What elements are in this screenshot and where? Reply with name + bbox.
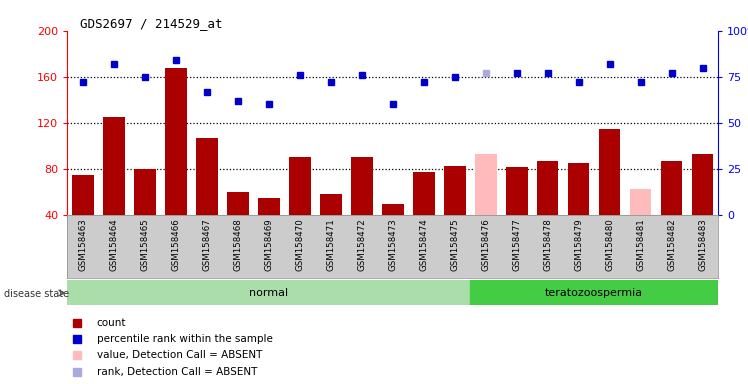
Text: GSM158466: GSM158466 bbox=[171, 218, 180, 271]
Text: GSM158479: GSM158479 bbox=[574, 218, 583, 271]
Bar bbox=[134, 169, 156, 215]
Text: GSM158468: GSM158468 bbox=[233, 218, 242, 271]
Bar bbox=[598, 129, 620, 215]
Text: GSM158472: GSM158472 bbox=[358, 218, 367, 271]
Text: disease state: disease state bbox=[4, 289, 69, 299]
Bar bbox=[692, 154, 714, 215]
Text: GSM158476: GSM158476 bbox=[481, 218, 490, 271]
Bar bbox=[320, 194, 342, 215]
Text: GSM158475: GSM158475 bbox=[450, 218, 459, 271]
Bar bbox=[630, 189, 652, 215]
Text: GSM158470: GSM158470 bbox=[295, 218, 304, 271]
Bar bbox=[413, 172, 435, 215]
Text: GSM158471: GSM158471 bbox=[326, 218, 335, 271]
Text: GSM158478: GSM158478 bbox=[543, 218, 552, 271]
Bar bbox=[475, 154, 497, 215]
Text: GSM158469: GSM158469 bbox=[264, 218, 273, 271]
Bar bbox=[568, 163, 589, 215]
Bar bbox=[258, 198, 280, 215]
Text: GSM158463: GSM158463 bbox=[79, 218, 88, 271]
Text: teratozoospermia: teratozoospermia bbox=[545, 288, 643, 298]
Bar bbox=[289, 157, 310, 215]
Bar bbox=[227, 192, 248, 215]
Text: rank, Detection Call = ABSENT: rank, Detection Call = ABSENT bbox=[96, 366, 257, 377]
Text: GSM158474: GSM158474 bbox=[419, 218, 428, 271]
Text: value, Detection Call = ABSENT: value, Detection Call = ABSENT bbox=[96, 350, 262, 360]
Bar bbox=[537, 161, 559, 215]
Bar bbox=[103, 117, 125, 215]
Bar bbox=[72, 175, 94, 215]
Text: GSM158464: GSM158464 bbox=[109, 218, 118, 271]
Text: GSM158482: GSM158482 bbox=[667, 218, 676, 271]
Text: GSM158477: GSM158477 bbox=[512, 218, 521, 271]
Text: GSM158467: GSM158467 bbox=[202, 218, 211, 271]
Bar bbox=[470, 280, 734, 305]
Bar bbox=[67, 280, 470, 305]
Bar bbox=[165, 68, 186, 215]
Bar bbox=[506, 167, 527, 215]
Text: GSM158473: GSM158473 bbox=[388, 218, 397, 271]
Bar bbox=[196, 138, 218, 215]
Text: percentile rank within the sample: percentile rank within the sample bbox=[96, 334, 272, 344]
Text: GSM158465: GSM158465 bbox=[141, 218, 150, 271]
Bar bbox=[444, 166, 465, 215]
Text: count: count bbox=[96, 318, 126, 328]
Text: normal: normal bbox=[249, 288, 288, 298]
Text: GSM158481: GSM158481 bbox=[636, 218, 645, 271]
Bar bbox=[660, 161, 682, 215]
Text: GDS2697 / 214529_at: GDS2697 / 214529_at bbox=[80, 17, 223, 30]
Bar bbox=[381, 204, 403, 215]
Text: GSM158480: GSM158480 bbox=[605, 218, 614, 271]
Text: GSM158483: GSM158483 bbox=[698, 218, 707, 271]
Bar bbox=[351, 157, 373, 215]
